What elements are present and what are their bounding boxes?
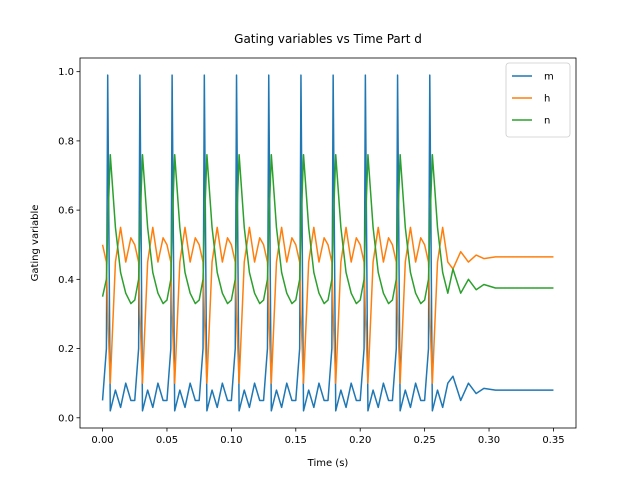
y-tick-label: 0.2 [58, 344, 74, 355]
line-series [101, 226, 554, 384]
legend-label: m [544, 72, 554, 83]
x-tick-label: 0.20 [349, 435, 371, 446]
line-series [101, 74, 554, 412]
x-axis-label: Time (s) [307, 458, 349, 469]
chart-title: Gating variables vs Time Part d [234, 32, 422, 46]
y-tick-label: 0.8 [58, 136, 74, 147]
x-tick-label: 0.05 [156, 435, 178, 446]
y-tick-label: 0.0 [58, 413, 74, 424]
legend: mhn [505, 62, 571, 138]
y-axis-label: Gating variable [30, 205, 41, 282]
line-series [101, 153, 554, 305]
plot-frame [79, 57, 577, 429]
y-tick-label: 0.4 [58, 275, 74, 286]
x-tick-label: 0.00 [91, 435, 113, 446]
x-tick-label: 0.10 [220, 435, 242, 446]
x-tick-label: 0.35 [542, 435, 564, 446]
x-tick-label: 0.25 [413, 435, 435, 446]
legend-label: h [544, 94, 550, 105]
legend-box [505, 62, 571, 138]
x-tick-label: 0.30 [478, 435, 500, 446]
legend-label: n [544, 116, 550, 127]
x-tick-label: 0.15 [285, 435, 307, 446]
y-tick-label: 0.6 [58, 206, 74, 217]
y-tick-label: 1.0 [58, 67, 74, 78]
